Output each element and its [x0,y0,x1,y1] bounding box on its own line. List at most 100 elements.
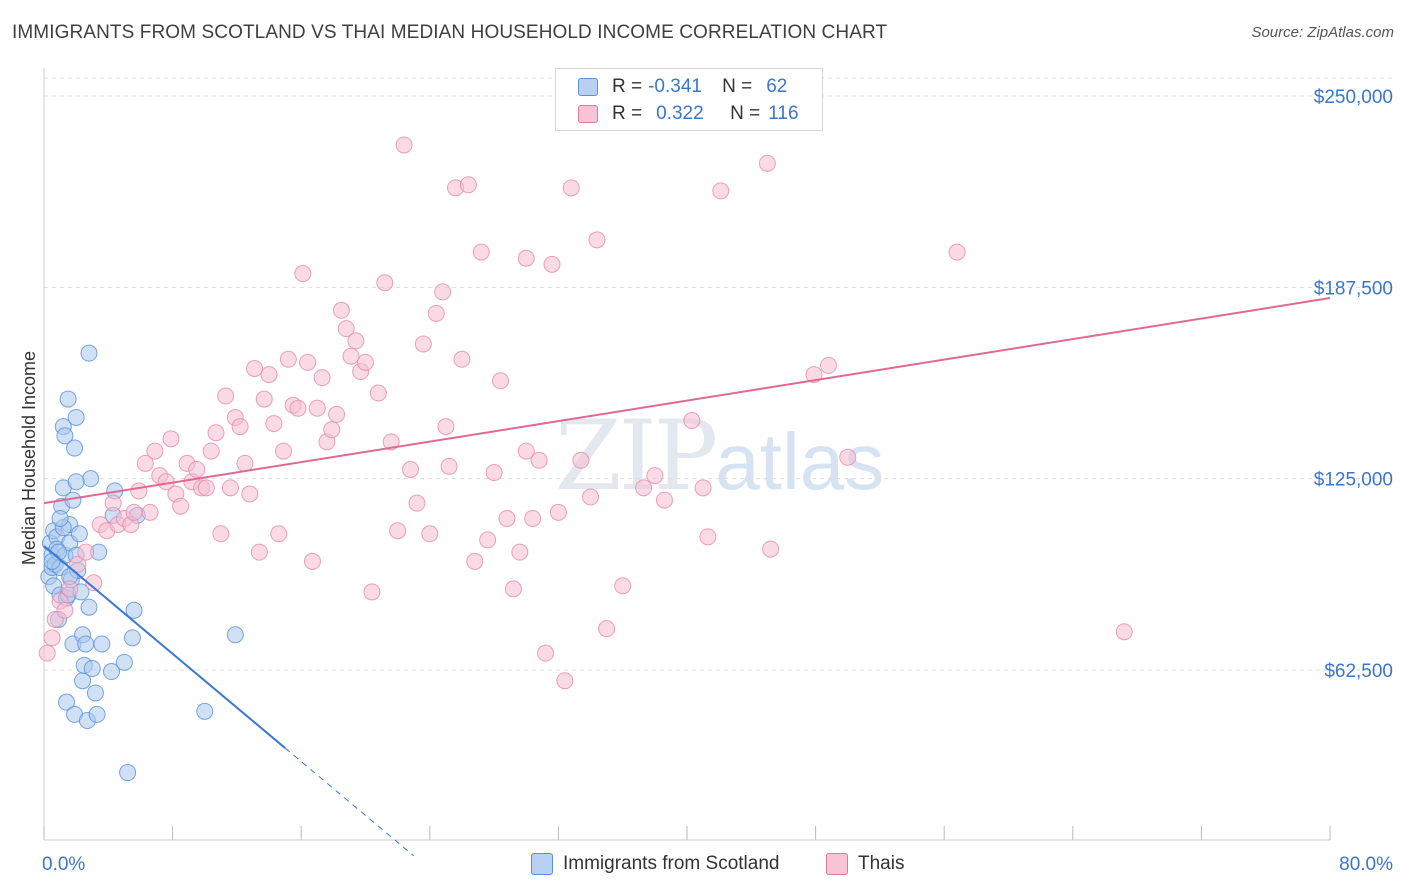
scotland-point [67,473,85,491]
thais-point [77,543,95,561]
legend-r-label: R = [612,76,643,97]
thais-point [556,672,574,690]
legend-swatch-thais [578,105,598,123]
thais-point [655,491,673,509]
bottom-legend-label-thais: Thais [858,853,905,874]
stats-legend: R = -0.341 N = 62 R = 0.322 N = 116 [555,68,823,131]
x-tick-label-min: 0.0% [42,854,85,875]
thais-point [146,442,164,460]
scotland-trend-line [43,545,286,749]
thais-point [369,384,387,402]
scotland-point [115,653,133,671]
thais-point [130,482,148,500]
thais-point [549,503,567,521]
thais-point [323,421,341,439]
thais-point [492,372,510,390]
thais-point [543,255,561,273]
scotland-point [82,470,100,488]
scotland-point [67,408,85,426]
thais-point [294,265,312,283]
thais-point [1115,623,1133,641]
thais-point [459,176,477,194]
thais-trend-line [43,297,1331,505]
thais-point [236,454,254,472]
scotland-point [80,598,98,616]
scotland-point [59,390,77,408]
thais-point [61,580,79,598]
thais-point [572,451,590,469]
scotland-point [125,601,143,619]
y-tick-label: $62,500 [1324,661,1393,682]
thais-point [207,424,225,442]
thais-point [328,405,346,423]
thais-point [357,353,374,371]
thais-point [162,430,180,448]
thais-point [299,353,317,371]
thais-point [69,555,87,573]
thais-point [598,620,616,638]
scotland-point [103,663,121,681]
thais-point [342,347,360,365]
thais-point [440,457,458,475]
thais-point [136,454,154,472]
thais-point [635,479,653,497]
scotland-point [86,684,104,702]
legend-n-label: N = [722,76,753,97]
scotland-point [80,344,98,362]
thais-point [646,467,664,485]
scotland-point [66,439,84,457]
legend-r-value-scotland: -0.341 [648,76,702,97]
thais-point [414,335,432,353]
source-credit: Source: ZipAtlas.com [1251,24,1394,41]
thais-point [434,283,452,301]
y-tick-label: $250,000 [1314,87,1393,108]
thais-point [289,399,307,417]
thais-point [511,543,529,561]
thais-point [694,479,712,497]
y-tick-label: $187,500 [1314,278,1393,299]
thais-point [427,304,445,322]
thais-point [472,243,490,261]
thais-point [212,525,230,543]
legend-row-thais: R = 0.322 N = 116 [578,102,799,126]
thais-point [337,320,355,338]
thais-point [762,540,780,558]
thais-point [363,583,381,601]
scotland-point [196,702,214,720]
thais-point [303,552,321,570]
scotland-point [226,626,244,644]
thais-point [582,488,600,506]
thais-point [402,460,420,478]
thais-point [85,574,103,592]
thais-point [530,451,548,469]
thais-point [421,525,439,543]
thais-point [217,387,235,405]
thais-point [614,577,632,595]
x-tick-label-max: 80.0% [1339,854,1393,875]
scotland-point [56,427,74,445]
scotland-point [51,509,69,527]
thais-point [485,464,503,482]
thais-point [376,274,394,292]
thais-point [141,503,159,521]
thais-point [479,531,497,549]
bottom-legend-scotland: Immigrants from Scotland [531,851,779,877]
thais-point [389,522,407,540]
thais-point [188,460,206,478]
scotland-trend-extension [284,747,415,857]
y-axis-label: Median Household Income [19,351,39,565]
thais-point [498,509,516,527]
thais-point [56,601,74,619]
scotland-point [70,525,88,543]
thais-point [313,369,331,387]
thais-point [125,503,143,521]
thais-point [202,442,220,460]
scotland-point [43,552,61,570]
thais-point [819,356,837,374]
thais-point [839,448,857,466]
thais-point [517,249,535,267]
thais-point [517,442,535,460]
legend-n-value-thais: 116 [768,103,799,124]
legend-swatch-scotland [578,78,598,96]
legend-r-label: R = [612,103,643,124]
